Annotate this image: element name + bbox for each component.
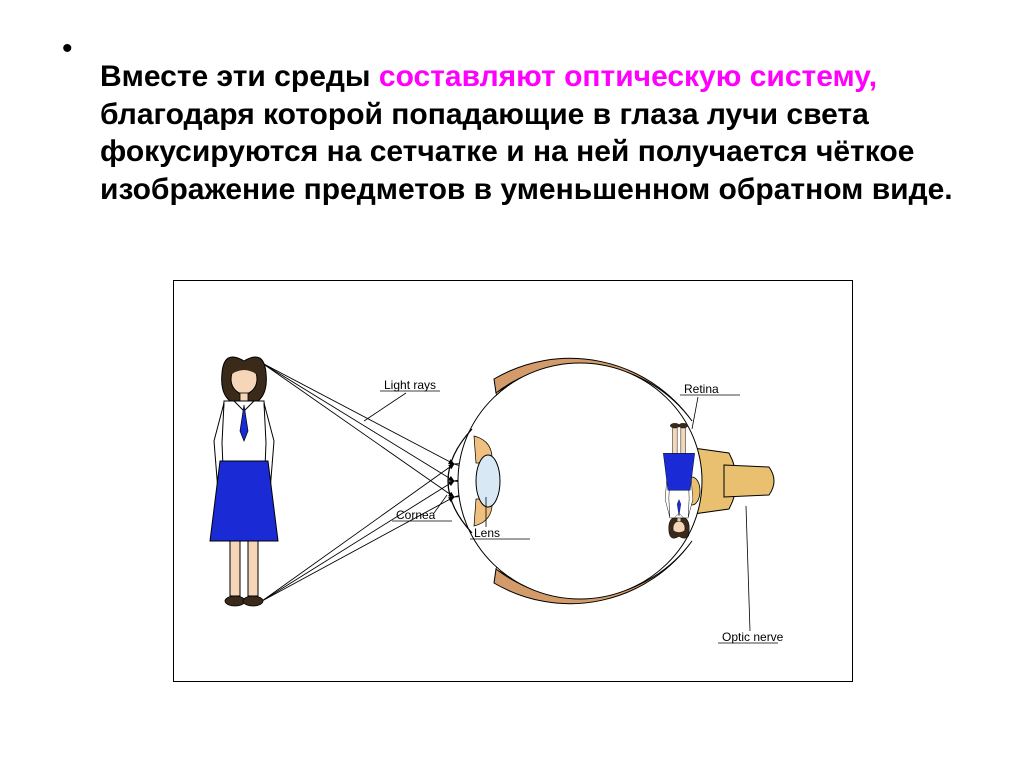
text-part1: Вместе эти среды <box>100 60 379 93</box>
svg-text:Cornea: Cornea <box>396 508 436 522</box>
svg-text:Lens: Lens <box>474 526 500 540</box>
svg-text:Optic nerve: Optic nerve <box>722 630 784 644</box>
bullet-text: Вместе эти среды составляют оптическую с… <box>100 58 962 208</box>
text-magenta: составляют оптическую систему, <box>379 60 877 93</box>
diagram-frame: Light rays Cornea Lens Retina Optic nerve <box>173 280 853 682</box>
bullet-marker: • <box>62 34 73 64</box>
slide: • Вместе эти среды составляют оптическую… <box>0 0 1024 767</box>
text-part3: благодаря которой попадающие в глаза луч… <box>100 98 953 206</box>
bullet-block: • Вместе эти среды составляют оптическую… <box>62 28 962 238</box>
eye-optics-diagram: Light rays Cornea Lens Retina Optic nerve <box>174 281 852 681</box>
svg-text:Light rays: Light rays <box>384 378 436 392</box>
svg-text:Retina: Retina <box>684 382 719 396</box>
